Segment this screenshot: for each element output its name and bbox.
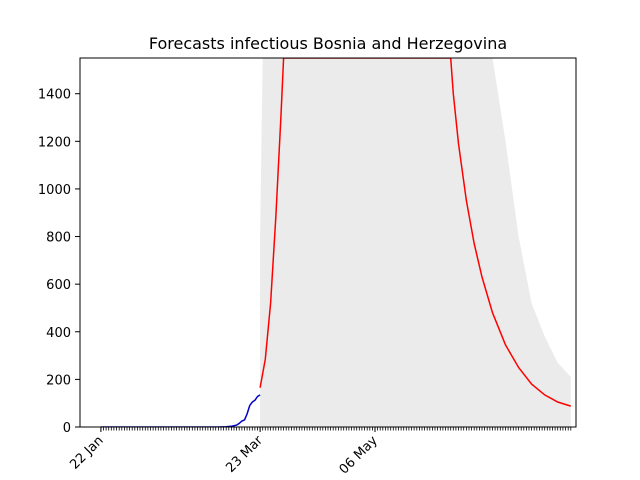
y-tick-label: 0 [63, 421, 71, 436]
y-tick-label: 400 [46, 326, 71, 341]
forecast-series-line [259, 58, 572, 407]
y-tick-label: 1000 [38, 183, 71, 198]
y-tick-label: 600 [46, 278, 71, 293]
y-tick-label: 200 [46, 373, 71, 388]
y-axis: 0 200 400 600 800 1000 1200 1400 [38, 88, 80, 436]
chart-title: Forecasts infectious Bosnia and Herzegov… [149, 34, 507, 53]
confidence-band [260, 58, 571, 427]
y-tick-label: 800 [46, 231, 71, 246]
y-tick-label: 1200 [38, 135, 71, 150]
y-tick-label: 1400 [38, 88, 71, 103]
confidence-band-layer [260, 58, 571, 427]
